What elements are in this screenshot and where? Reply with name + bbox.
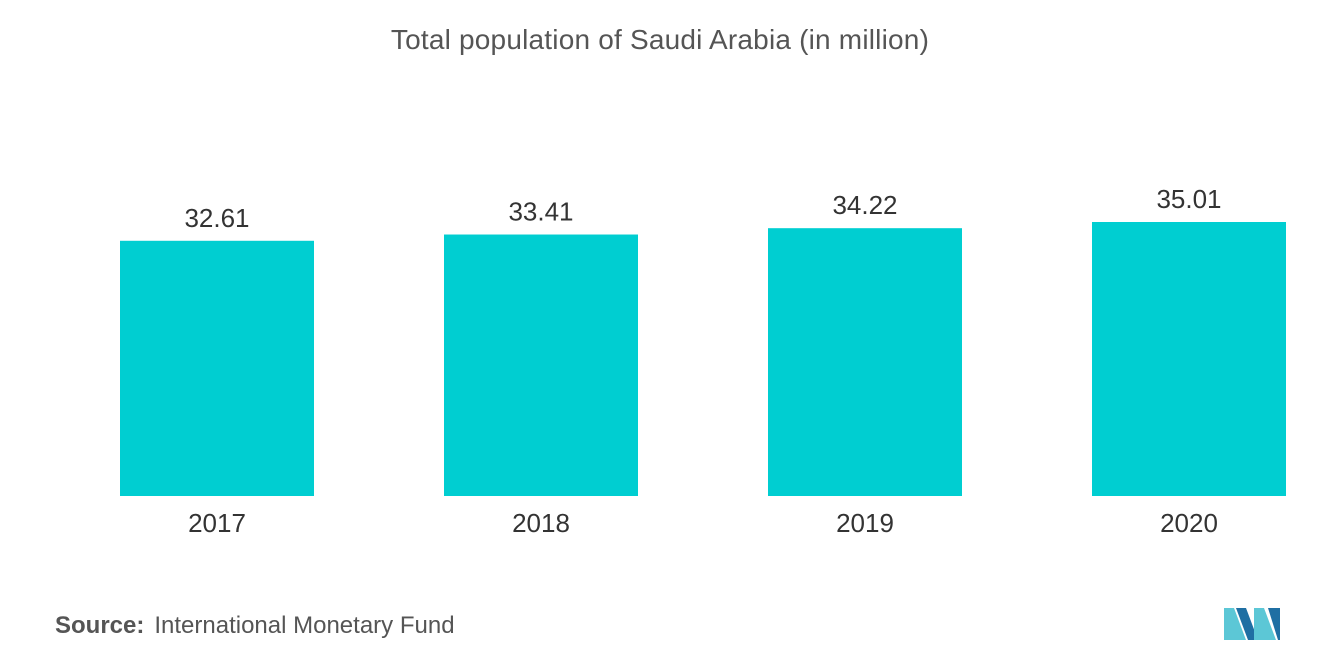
source-note: Source: International Monetary Fund bbox=[55, 612, 455, 640]
x-tick-label: 2018 bbox=[512, 508, 570, 538]
bar-2020 bbox=[1092, 222, 1286, 496]
logo-shape-right bbox=[1268, 608, 1280, 640]
source-text: International Monetary Fund bbox=[154, 612, 455, 639]
chart-title: Total population of Saudi Arabia (in mil… bbox=[390, 24, 930, 55]
mordor-intelligence-logo-icon bbox=[1224, 604, 1290, 645]
x-tick-label: 2019 bbox=[836, 508, 894, 538]
logo-shape-left bbox=[1224, 608, 1246, 640]
bar-2017 bbox=[120, 240, 314, 496]
bar-2019 bbox=[768, 228, 962, 496]
bar-value-label: 35.01 bbox=[1156, 184, 1221, 214]
bar-chart: 32.61 2017 33.41 2018 34.22 2019 35.01 2020 bbox=[120, 184, 1286, 538]
x-tick-label: 2020 bbox=[1160, 508, 1218, 538]
source-label: Source: bbox=[55, 612, 145, 639]
bar-value-label: 32.61 bbox=[184, 203, 249, 233]
bar-value-label: 34.22 bbox=[832, 190, 897, 220]
logo-shape-mid-dark bbox=[1236, 608, 1258, 640]
logo-shape-mid-light bbox=[1254, 608, 1276, 640]
x-tick-label: 2017 bbox=[188, 508, 246, 538]
bar-2018 bbox=[444, 234, 638, 496]
bar-value-label: 33.41 bbox=[508, 197, 573, 227]
